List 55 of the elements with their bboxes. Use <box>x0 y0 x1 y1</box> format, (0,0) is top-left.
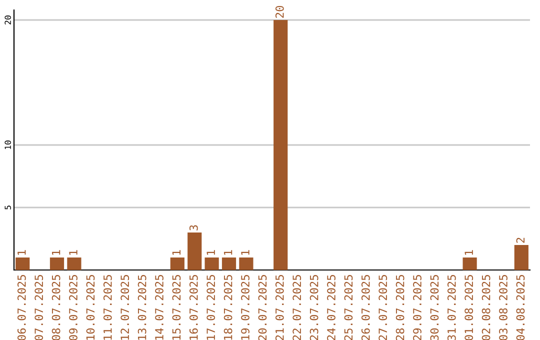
data-label: 1 <box>224 250 232 255</box>
x-tick-label: 25.07.2025 <box>344 275 353 340</box>
data-label: 3 <box>189 225 198 230</box>
bar <box>188 232 202 270</box>
bar <box>16 258 30 270</box>
y-tick-label: 10 <box>4 140 11 150</box>
data-label: 1 <box>69 250 78 255</box>
x-tick-label: 11.07.2025 <box>103 275 112 340</box>
y-tick-label: 20 <box>4 16 11 24</box>
data-label: 20 <box>275 6 284 18</box>
x-tick-label: 08.07.2025 <box>52 275 60 340</box>
x-tick-label: 21.07.2025 <box>275 275 284 340</box>
x-tick-label: 04.08.2025 <box>516 275 525 340</box>
x-tick-label: 02.08.2025 <box>482 275 490 340</box>
x-tick-label: 14.07.2025 <box>155 275 164 340</box>
data-label: 1 <box>172 250 180 255</box>
y-tick-label: 5 <box>4 206 11 210</box>
x-tick-label: 26.07.2025 <box>361 275 370 340</box>
x-tick-label: 24.07.2025 <box>327 275 336 340</box>
x-tick-label: 01.08.2025 <box>464 275 474 340</box>
x-tick-label: 27.07.2025 <box>378 275 388 340</box>
x-tick-label: 19.07.2025 <box>241 275 250 340</box>
bar <box>239 258 254 270</box>
x-tick-label: 09.07.2025 <box>69 275 78 340</box>
data-label: 1 <box>52 250 60 255</box>
x-tick-label: 29.07.2025 <box>413 275 422 340</box>
bar <box>274 20 288 270</box>
x-tick-label: 30.07.2025 <box>430 275 439 340</box>
x-tick-label: 16.07.2025 <box>189 275 198 340</box>
x-tick-label: 13.07.2025 <box>138 275 146 340</box>
x-tick-label: 23.07.2025 <box>310 275 318 340</box>
x-tick-label: 28.07.2025 <box>396 275 404 340</box>
x-tick-label: 03.08.2025 <box>499 275 508 340</box>
x-tick-label: 07.07.2025 <box>34 275 44 340</box>
x-tick-label: 31.07.2025 <box>447 275 456 340</box>
data-label: 1 <box>18 250 26 255</box>
x-tick-label: 18.07.2025 <box>224 275 232 340</box>
bar <box>50 258 64 270</box>
data-label: 1 <box>464 250 473 255</box>
bar <box>67 258 82 270</box>
data-label: 2 <box>516 238 524 243</box>
x-tick-label: 12.07.2025 <box>120 275 130 340</box>
bar <box>204 258 219 270</box>
x-tick-label: 17.07.2025 <box>206 275 216 340</box>
data-label: 1 <box>241 250 250 255</box>
bar <box>222 258 236 270</box>
x-tick-label: 10.07.2025 <box>86 275 95 340</box>
x-tick-label: 15.07.2025 <box>172 275 181 340</box>
x-tick-label: 06.07.2025 <box>17 275 26 340</box>
data-label: 1 <box>206 250 215 255</box>
x-tick-label: 20.07.2025 <box>258 275 267 340</box>
bar <box>462 258 477 270</box>
bar <box>170 258 184 270</box>
x-tick-label: 22.07.2025 <box>292 275 302 340</box>
bar <box>514 245 528 270</box>
